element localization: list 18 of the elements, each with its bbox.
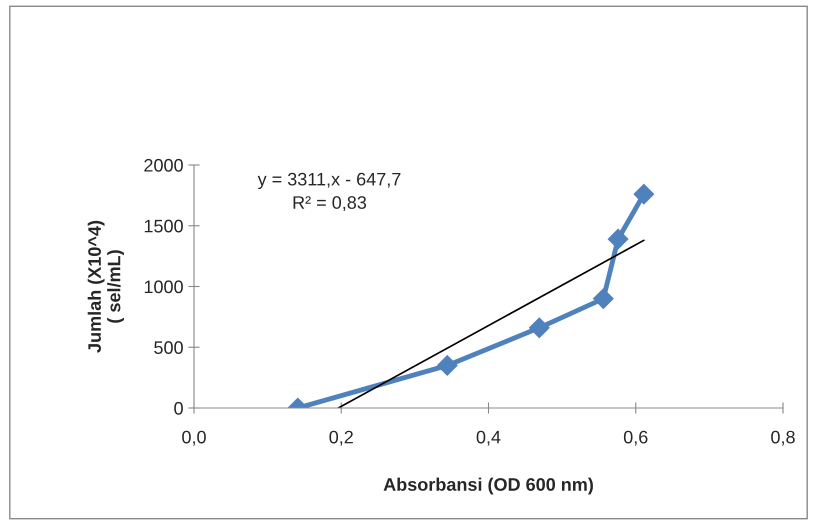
x-tick-label: 0,4	[476, 430, 501, 446]
y-tick-label: 1500	[144, 220, 183, 232]
y-tick-label: 1000	[144, 280, 183, 294]
x-tick-label: 0,6	[624, 430, 648, 446]
x-axis-title: Absorbansi (OD 600 nm)	[384, 478, 593, 494]
point	[436, 355, 458, 376]
y-tick-label: 2000	[144, 158, 183, 172]
x-tick-label: 0,0	[182, 430, 206, 446]
point	[608, 228, 628, 250]
y-tick-label: 0	[174, 402, 183, 415]
annotation: y = 3311,x - 647,7 R² = 0,83	[258, 172, 400, 212]
x-tick-label: 0,2	[329, 430, 353, 446]
y-axis-title: Jumlah (X10^4) ( sel/mL)	[88, 220, 124, 353]
y-tick-label: 500	[154, 341, 183, 354]
point	[528, 317, 550, 338]
point	[593, 288, 614, 309]
x-tick-label: 0,8	[771, 430, 795, 446]
point	[634, 184, 654, 204]
